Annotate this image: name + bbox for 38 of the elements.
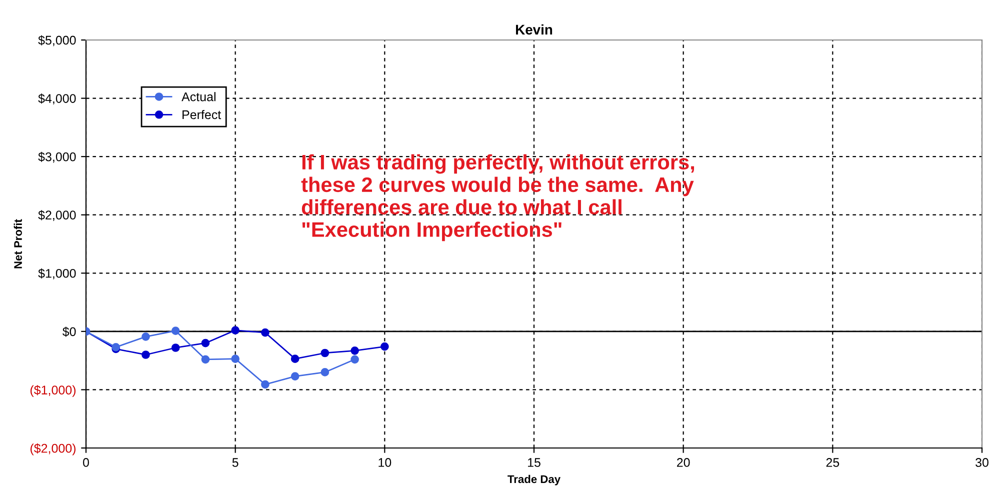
y-tick-label: $4,000 (38, 94, 76, 104)
y-tick-label: $1,000 (38, 268, 76, 280)
annotation: If I was trading perfectly, without errors, these 2 curves would be the same. Any differences are due to what I call "Execution Imperfections" (301, 154, 694, 242)
point (231, 354, 240, 363)
point (171, 326, 180, 336)
point (350, 355, 359, 364)
x-tick-label: 0 (83, 458, 89, 467)
point (261, 328, 270, 337)
x-tick-label: 5 (232, 458, 238, 467)
x-tick-label: 10 (378, 458, 392, 467)
point (290, 372, 300, 380)
point (201, 338, 210, 348)
point (142, 350, 150, 359)
x-tick-label: 30 (976, 458, 988, 467)
chart-title: Kevin (516, 24, 552, 35)
point (320, 368, 330, 376)
point (201, 355, 210, 364)
x-tick-label: 20 (677, 458, 690, 467)
y-tick-label: $3,000 (38, 152, 76, 163)
x-axis-title: Trade Day (508, 474, 560, 486)
y-tick-label: $0 (62, 326, 76, 337)
point (350, 346, 359, 355)
y-tick-label: $2,000 (38, 210, 76, 221)
point (231, 326, 240, 334)
point (142, 332, 150, 341)
point (380, 342, 389, 351)
legend-label: Perfect (182, 110, 222, 120)
y-axis-title: Net Profit (14, 219, 22, 268)
x-tick-label: 15 (528, 458, 540, 467)
y-tick-label: ($2,000) (30, 443, 76, 456)
y-tick-label: $5,000 (38, 35, 76, 46)
point (290, 354, 300, 363)
point (320, 348, 330, 358)
y-tick-label: ($1,000) (30, 385, 76, 397)
legend-label: Actual (182, 92, 216, 102)
point (261, 380, 270, 389)
point (171, 344, 180, 352)
x-tick-label: 25 (826, 458, 840, 467)
